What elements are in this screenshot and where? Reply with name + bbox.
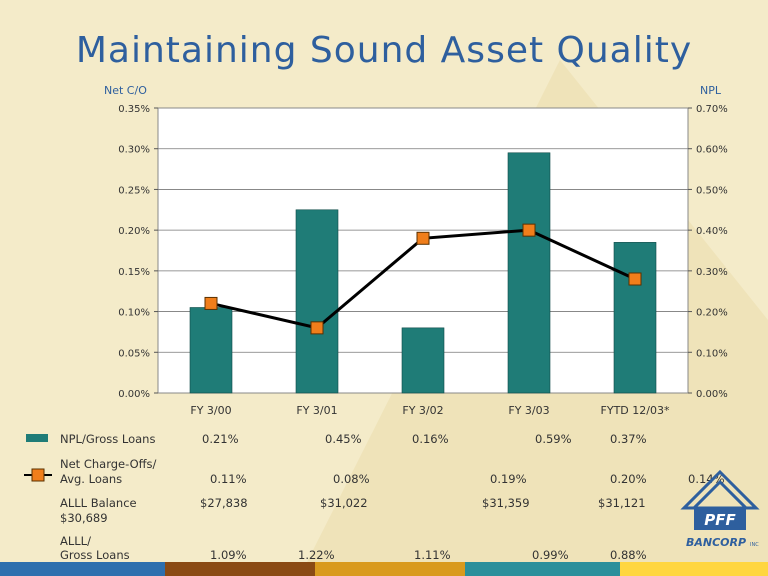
right-tick-label: 0.60% — [696, 145, 728, 156]
row-nco-value: 0.20% — [610, 472, 647, 486]
right-tick-label: 0.70% — [696, 104, 728, 115]
row-nco-value: 0.19% — [490, 472, 527, 486]
row-alll-ratio-value: 1.22% — [298, 548, 335, 562]
right-tick-label: 0.50% — [696, 185, 728, 196]
row-alll-value: $31,022 — [320, 496, 368, 510]
chart: 0.00% 0.00% 0.05% 0.10% 0.10% 0.20% 0.15% 0.30%… — [118, 104, 728, 417]
category-label: FY 3/01 — [296, 404, 337, 417]
bar — [295, 209, 339, 394]
right-tick-label: 0.30% — [696, 267, 728, 278]
row-alll-ratio-label-2: Gross Loans — [60, 548, 130, 562]
footer-bar-blue — [0, 562, 165, 576]
row-nco-label-2: Avg. Loans — [60, 472, 123, 486]
right-tick-label: 0.00% — [696, 389, 728, 400]
bar — [189, 307, 233, 394]
bar — [613, 242, 657, 394]
row-alll-label: ALLL Balance — [60, 496, 137, 510]
row-alll-ratio-value: 0.99% — [532, 548, 569, 562]
row-npl-value: 0.59% — [535, 432, 572, 446]
footer-bar-brown — [165, 562, 315, 576]
row-npl-label: NPL/Gross Loans — [60, 432, 156, 446]
left-tick-label: 0.20% — [118, 226, 150, 237]
left-axis-title: Net C/O — [104, 84, 147, 97]
right-tick-label: 0.10% — [696, 348, 728, 359]
row-npl-value: 0.37% — [610, 432, 647, 446]
logo-brand: PFF — [704, 511, 736, 529]
category-label: FYTD 12/03* — [601, 404, 670, 417]
row-alll-value: $31,359 — [482, 496, 530, 510]
left-tick-label: 0.05% — [118, 348, 150, 359]
left-tick-label: 0.30% — [118, 145, 150, 156]
logo-suffix: INC — [750, 542, 759, 548]
line-point — [204, 296, 218, 310]
right-tick-label: 0.40% — [696, 226, 728, 237]
category-label: FY 3/00 — [190, 404, 231, 417]
row-alll-ratio-value: 1.11% — [414, 548, 451, 562]
line-point — [416, 231, 430, 245]
row-nco-value: 0.11% — [210, 472, 247, 486]
left-tick-label: 0.10% — [118, 308, 150, 319]
row-alll-ratio-label-1: ALLL/ — [60, 534, 91, 548]
row-alll-ratio-value: 1.09% — [210, 548, 247, 562]
category-label: FY 3/03 — [508, 404, 549, 417]
right-axis-title: NPL — [700, 84, 721, 97]
row-alll-ratio-value: 0.88% — [610, 548, 647, 562]
bar — [401, 327, 445, 394]
category-label: FY 3/02 — [402, 404, 443, 417]
line-point — [522, 223, 536, 237]
pff-logo: PFF BANCORP INC — [680, 469, 760, 549]
logo-sub: BANCORP — [686, 536, 746, 549]
legend-line-swatch — [24, 468, 52, 482]
footer-bar-yellow — [620, 562, 768, 576]
footer-bar-gold — [315, 562, 465, 576]
row-nco-value: 0.08% — [333, 472, 370, 486]
row-npl-value: 0.21% — [202, 432, 239, 446]
row-nco-label-1: Net Charge-Offs/ — [60, 457, 157, 471]
line-point — [310, 321, 324, 335]
row-alll-value: $31,121 — [598, 496, 646, 510]
left-tick-label: 0.15% — [118, 267, 150, 278]
bar — [507, 152, 551, 394]
legend-bar-swatch — [26, 434, 48, 442]
line-point — [628, 272, 642, 286]
footer-bar-teal — [465, 562, 620, 576]
row-alll-value: $27,838 — [200, 496, 248, 510]
left-tick-label: 0.00% — [118, 389, 150, 400]
row-alll-wrap-value: $30,689 — [60, 511, 108, 525]
row-npl-value: 0.45% — [325, 432, 362, 446]
page-title: Maintaining Sound Asset Quality — [75, 30, 693, 71]
row-npl-value: 0.16% — [412, 432, 449, 446]
right-tick-label: 0.20% — [696, 308, 728, 319]
left-tick-label: 0.25% — [118, 185, 150, 196]
left-tick-label: 0.35% — [118, 104, 150, 115]
